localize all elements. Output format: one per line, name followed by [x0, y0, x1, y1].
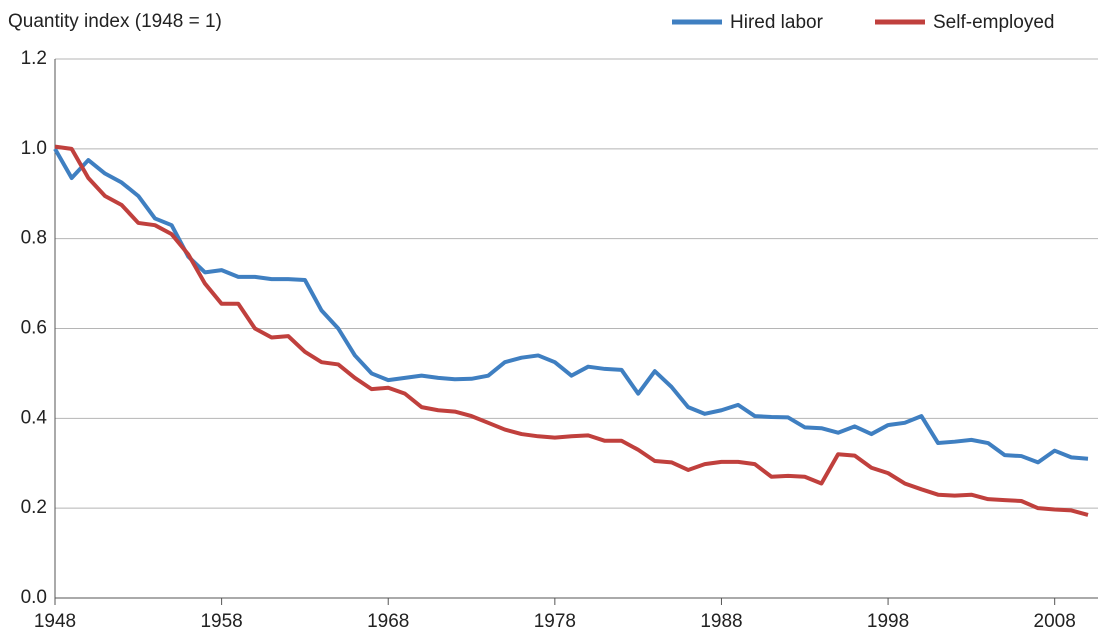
- x-tick-label: 1988: [700, 611, 742, 632]
- x-tick-label: 1948: [34, 611, 76, 632]
- y-tick-label: 0.0: [21, 587, 47, 608]
- y-tick-label: 0.8: [21, 228, 47, 249]
- x-tick-label: 1958: [200, 611, 242, 632]
- x-tick-label: 1968: [367, 611, 409, 632]
- x-tick-label: 1978: [534, 611, 576, 632]
- x-tick-label: 1998: [867, 611, 909, 632]
- y-tick-label: 0.6: [21, 318, 47, 339]
- legend-label: Hired labor: [730, 12, 824, 33]
- y-tick-label: 1.0: [21, 138, 47, 159]
- y-tick-label: 0.2: [21, 497, 47, 518]
- series-line: [53, 147, 1089, 465]
- y-axis-label: Quantity index (1948 = 1): [8, 11, 222, 32]
- legend-label: Self-employed: [933, 12, 1054, 33]
- x-tick-label: 2008: [1034, 611, 1076, 632]
- series-line: [54, 144, 1089, 517]
- y-tick-label: 1.2: [21, 48, 47, 69]
- y-tick-label: 0.4: [21, 407, 48, 428]
